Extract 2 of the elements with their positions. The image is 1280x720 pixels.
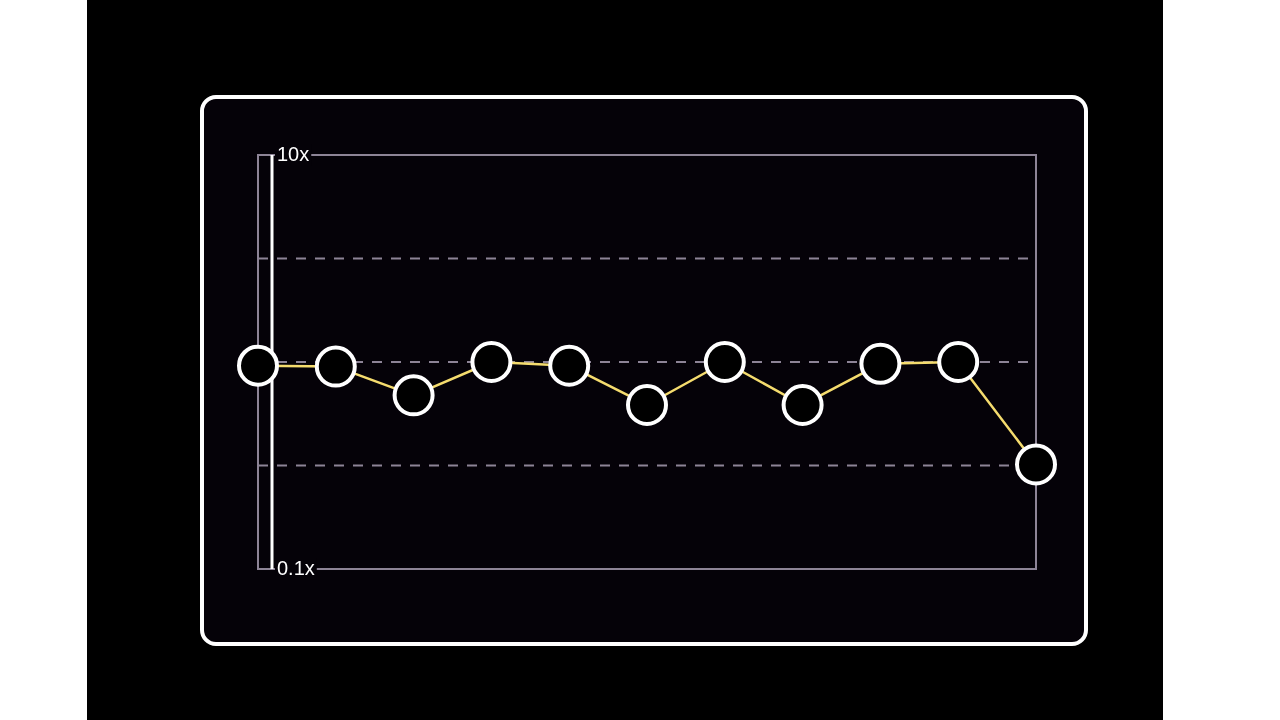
- y-tick-label: 0.1x: [277, 556, 315, 579]
- y-tick-label: 10x: [277, 142, 310, 165]
